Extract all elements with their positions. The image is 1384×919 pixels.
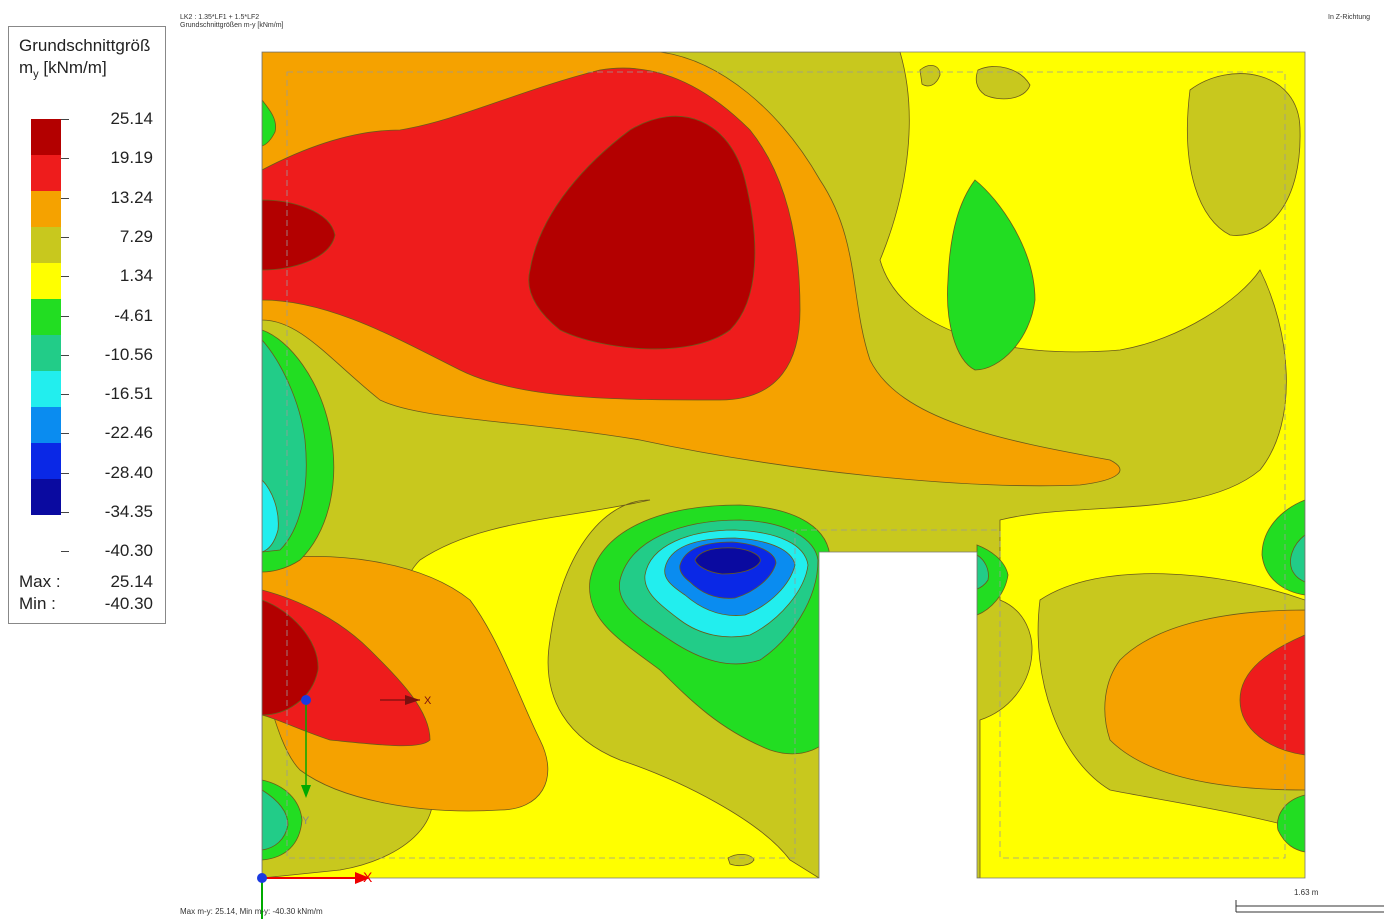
legend-level-value: 13.24 — [110, 187, 153, 207]
legend-swatch — [31, 263, 61, 299]
local-x-arrow — [405, 695, 420, 705]
legend-tick — [61, 276, 69, 278]
legend-tick — [61, 354, 69, 356]
legend-tick — [61, 158, 69, 160]
legend-swatch — [31, 479, 61, 515]
legend-tick — [61, 512, 69, 513]
local-origin — [301, 695, 311, 705]
legend-title-text: Grundschnittgröß — [19, 36, 151, 55]
band-olive-blob1 — [919, 65, 941, 87]
legend-level-value: -28.40 — [104, 462, 153, 482]
legend-tick — [61, 472, 69, 474]
legend-level-value: -16.51 — [104, 384, 153, 404]
header-direction: In Z-Richtung — [1328, 14, 1371, 21]
local-y-arrow — [301, 785, 311, 798]
legend-max-value: 25.14 — [110, 572, 153, 591]
band-green-bottomright — [1277, 794, 1305, 853]
legend-swatch — [31, 443, 61, 479]
legend-level-value: 19.19 — [110, 148, 153, 168]
band-olive-topright — [1187, 73, 1301, 236]
legend-min-label: Min : — [19, 594, 56, 613]
band-green-island — [947, 179, 1036, 371]
legend-max-label: Max : — [19, 572, 61, 591]
legend-tick — [61, 236, 69, 238]
band-olive-blob3 — [727, 854, 755, 867]
legend-level-value: 7.29 — [119, 226, 153, 246]
band-olive-blob2 — [975, 66, 1031, 100]
band-darkred-top — [528, 115, 756, 350]
legend-swatch — [31, 155, 61, 191]
legend-level-value: -40.30 — [104, 541, 153, 561]
band-green-topleft — [262, 98, 277, 147]
band-orange-bottomright — [1104, 609, 1305, 791]
contour-bands — [262, 52, 1305, 878]
coordinate-axes: X Y X — [257, 695, 432, 919]
legend-swatch — [31, 299, 61, 335]
legend-color-bar — [31, 119, 61, 551]
band-teal-bottomleft — [262, 789, 289, 851]
band-navy-center — [694, 547, 761, 575]
legend-tick — [61, 433, 69, 435]
scale-label: 1.63 m — [1294, 888, 1319, 897]
legend-tick — [61, 394, 69, 396]
band-cyan-leftedge — [262, 479, 279, 553]
band-teal-rightedge — [1290, 534, 1305, 583]
legend-level-value: -34.35 — [104, 502, 153, 521]
scale-bar — [1235, 900, 1384, 913]
legend-title: Grundschnittgröß my [kNm/m] — [19, 35, 165, 85]
legend-level-value: 25.14 — [110, 109, 153, 128]
legend-level-value: 1.34 — [119, 266, 153, 286]
slab-dashed-offset — [286, 71, 1286, 859]
legend-swatch — [31, 407, 61, 443]
local-y-label: Y — [302, 815, 310, 827]
local-x-label: X — [424, 695, 432, 707]
header-load-combination: LK2 : 1.35*LF1 + 1.5*LF2 — [180, 14, 260, 21]
origin-marker — [257, 873, 267, 883]
legend-tick — [61, 119, 69, 120]
band-orange-bottomleft — [262, 556, 549, 812]
legend-level-value: -22.46 — [104, 423, 153, 443]
legend-level-value: -4.61 — [114, 305, 153, 325]
slab-outline — [261, 51, 1306, 879]
header-result-type: Grundschnittgrößen m-y [kNm/m] — [180, 22, 284, 29]
legend-unit: my [kNm/m] — [19, 58, 107, 81]
legend-tick — [61, 551, 69, 553]
band-red-right — [1239, 634, 1305, 756]
band-darkred-left — [262, 199, 336, 271]
legend-tick — [61, 197, 69, 199]
legend-swatch — [31, 191, 61, 227]
legend-swatch — [31, 227, 61, 263]
legend-swatch — [31, 371, 61, 407]
band-red-bottomleft — [262, 589, 431, 747]
band-teal-notch — [976, 554, 989, 590]
legend-min-value: -40.30 — [104, 594, 153, 613]
legend-tick — [61, 315, 69, 317]
footer-summary: Max m-y: 25.14, Min m-y: -40.30 kNm/m — [180, 907, 323, 916]
legend-level-value: -10.56 — [104, 344, 153, 364]
contour-legend: Grundschnittgröß my [kNm/m] Max : 25.14 … — [8, 26, 166, 624]
x-axis-label: X — [363, 869, 373, 885]
legend-swatch — [31, 335, 61, 371]
x-axis-arrow — [355, 872, 370, 884]
legend-swatch — [31, 119, 61, 155]
